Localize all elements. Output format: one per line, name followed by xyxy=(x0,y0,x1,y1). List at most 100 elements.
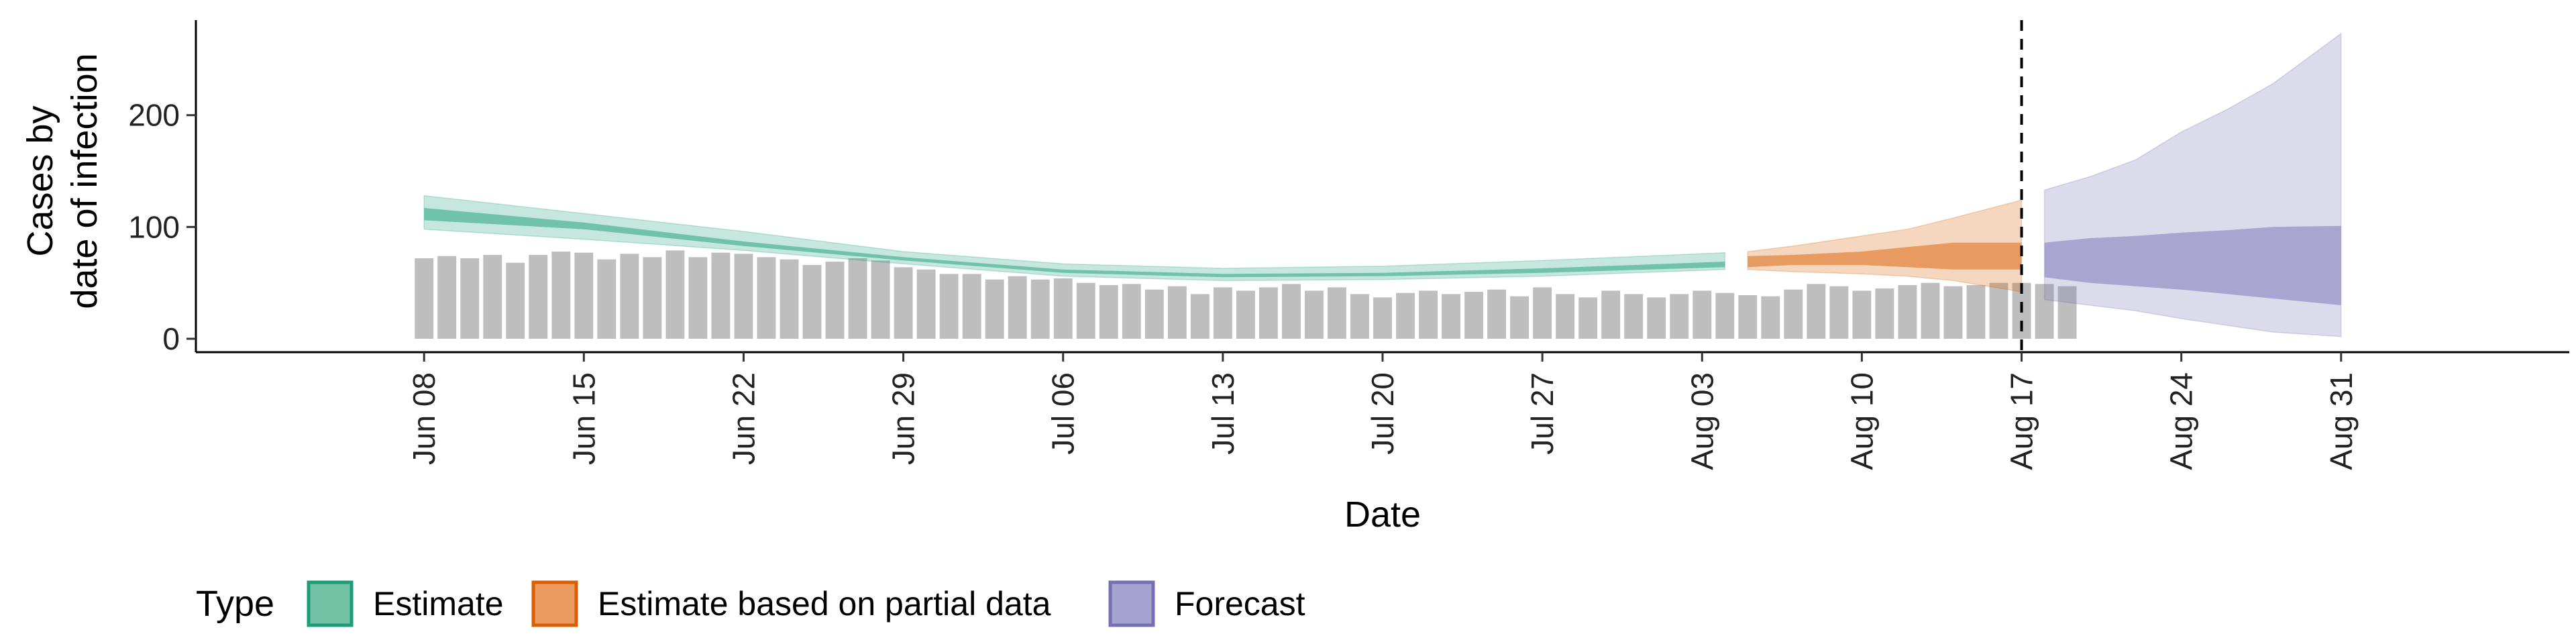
bar xyxy=(1898,285,1917,339)
bar xyxy=(529,255,548,339)
bar xyxy=(1030,279,1050,339)
x-tick-label: Aug 17 xyxy=(2004,372,2039,470)
bar xyxy=(1510,296,1529,339)
bar xyxy=(1601,290,1621,339)
bar xyxy=(894,267,913,339)
bar xyxy=(1487,289,1507,339)
ribbons-layer xyxy=(423,32,2342,337)
x-tick-label: Aug 31 xyxy=(2324,372,2359,470)
legend: Type Estimate Estimate based on partial da… xyxy=(196,580,1305,627)
x-tick-label: Jun 08 xyxy=(407,372,441,465)
x-tick-label: Jun 15 xyxy=(566,372,601,465)
bar xyxy=(1533,287,1552,339)
bar xyxy=(1258,287,1278,339)
x-tick-label: Jul 27 xyxy=(1525,372,1560,455)
bar xyxy=(506,262,525,339)
x-axis-title: Date xyxy=(1344,494,1421,535)
bar xyxy=(620,254,639,339)
x-tick-label: Jun 29 xyxy=(886,372,921,465)
bar xyxy=(734,254,753,339)
bar xyxy=(939,274,959,339)
legend-label: Forecast xyxy=(1175,585,1305,623)
bar xyxy=(1396,292,1415,339)
bar xyxy=(1943,286,1963,339)
bar xyxy=(551,252,571,339)
bar xyxy=(1122,284,1141,339)
bar xyxy=(1236,290,1255,339)
bar xyxy=(1989,282,2008,339)
x-tick-label: Jul 13 xyxy=(1205,372,1240,455)
bar xyxy=(780,259,799,339)
y-tick-label: 200 xyxy=(128,98,180,133)
bar xyxy=(1328,287,1346,339)
bar xyxy=(1647,297,1666,339)
bar xyxy=(1190,294,1210,339)
bar xyxy=(985,279,1004,339)
legend-title: Type xyxy=(196,584,274,624)
ribbon-50-ci xyxy=(2044,225,2341,305)
bar xyxy=(2057,286,2077,339)
x-tick-label: Jun 22 xyxy=(726,372,761,465)
x-tick-label: Jul 20 xyxy=(1365,372,1400,455)
bar xyxy=(962,274,981,339)
bar xyxy=(1807,284,1826,339)
x-tick-label: Aug 10 xyxy=(1844,372,1879,470)
legend-key xyxy=(1108,580,1155,627)
bar xyxy=(1373,297,1392,339)
axes-layer: 0 100 200 Jun 08 Jun 15 Jun 22 Jun 29 Jul 06 Jul… xyxy=(128,20,2569,470)
bar xyxy=(1556,294,1575,339)
bar xyxy=(916,269,936,339)
bar xyxy=(643,257,662,339)
bar xyxy=(1829,286,1849,339)
bar xyxy=(688,257,708,339)
bar xyxy=(437,256,457,339)
bar xyxy=(597,259,616,339)
bar xyxy=(574,252,594,339)
legend-label: Estimate based on partial data xyxy=(598,585,1051,623)
bar xyxy=(1715,292,1735,339)
bar xyxy=(1281,284,1301,339)
bar xyxy=(1008,276,1027,339)
bar xyxy=(1464,292,1484,339)
bar xyxy=(848,258,867,339)
legend-key xyxy=(531,580,578,627)
bar xyxy=(1167,286,1187,339)
bar xyxy=(1784,289,1803,339)
bar xyxy=(1966,285,1986,339)
bar xyxy=(460,258,480,339)
y-axis-title-line-1: Cases by xyxy=(20,105,60,256)
bar xyxy=(1213,287,1232,339)
bar xyxy=(871,260,890,339)
ribbon-50-ci xyxy=(424,208,1725,278)
bar xyxy=(415,258,434,339)
y-tick-label: 0 xyxy=(162,321,180,356)
bar xyxy=(1670,294,1689,339)
bars-layer xyxy=(415,250,2077,339)
bar xyxy=(757,257,776,339)
ribbon-90-ci xyxy=(423,195,1726,282)
bar xyxy=(1076,282,1095,339)
bar xyxy=(1738,295,1758,339)
bar xyxy=(1144,289,1164,339)
bar xyxy=(2035,284,2054,339)
legend-label: Estimate xyxy=(373,585,504,623)
x-tick-label: Aug 24 xyxy=(2164,372,2199,470)
bar xyxy=(1053,278,1073,339)
bar xyxy=(1578,297,1598,339)
bar xyxy=(1624,294,1644,339)
bar xyxy=(483,255,502,339)
bar xyxy=(802,265,822,339)
ribbon-50-ci xyxy=(1748,242,2022,270)
bar xyxy=(1761,296,1780,339)
bar xyxy=(1442,294,1461,339)
y-axis-title-line-2: date of infection xyxy=(64,53,105,309)
bar xyxy=(1852,290,1872,339)
bar xyxy=(1693,290,1712,339)
x-tick-label: Jul 06 xyxy=(1046,372,1081,455)
bar xyxy=(1304,290,1324,339)
bar xyxy=(1875,288,1894,339)
bar xyxy=(1099,285,1118,339)
bar xyxy=(711,252,731,339)
bar xyxy=(665,250,685,339)
